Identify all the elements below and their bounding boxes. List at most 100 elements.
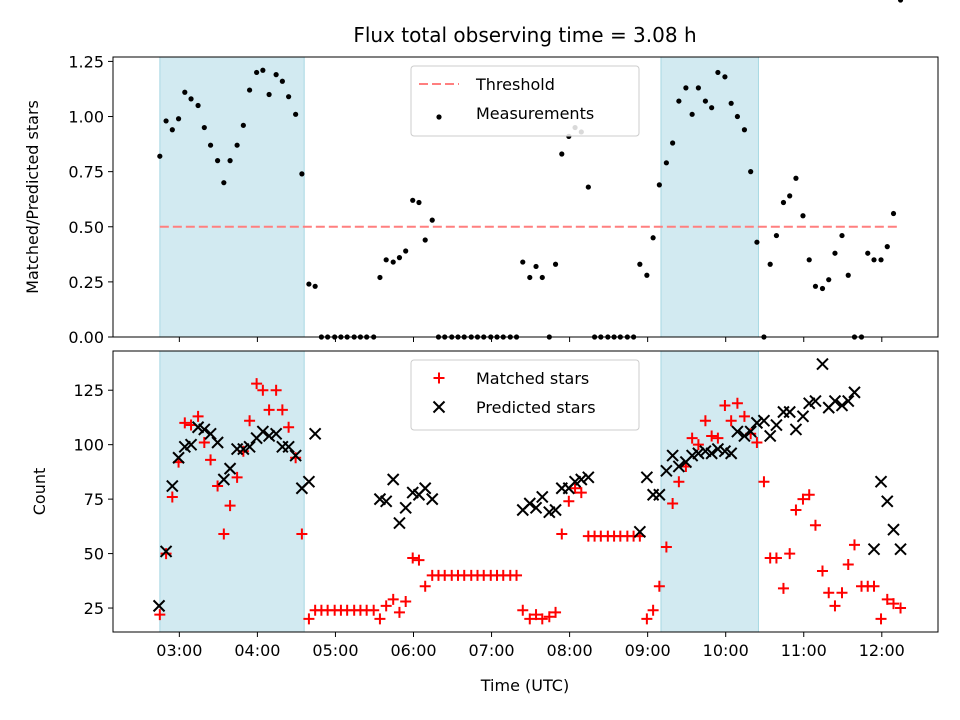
x-tick-label: 10:00 xyxy=(703,641,749,660)
predicted-star-point xyxy=(738,429,751,443)
measurement-point xyxy=(520,259,526,265)
predicted-star-point xyxy=(867,543,881,556)
measurement-point xyxy=(416,199,422,206)
matched-star-point xyxy=(166,491,178,503)
matched-star-point xyxy=(692,439,704,451)
ratio-x-ticks xyxy=(178,337,883,342)
measurement-point xyxy=(527,274,533,281)
measurement-point xyxy=(260,67,266,73)
matched-star-point xyxy=(380,600,392,612)
matched-star-point xyxy=(407,552,419,564)
matched-star-point xyxy=(224,500,236,512)
legend-entry-label: Matched stars xyxy=(476,369,589,388)
measurement-point xyxy=(845,272,851,278)
measurement-point xyxy=(293,111,299,117)
matched-star-point xyxy=(393,606,405,618)
measurement-point xyxy=(169,127,175,133)
measurement-point xyxy=(157,153,163,159)
measurement-point xyxy=(552,261,559,267)
count-legend: Matched stars Predicted stars xyxy=(410,359,640,431)
matched-star-point xyxy=(374,613,386,625)
matched-star-point xyxy=(641,613,653,625)
matched-star-point xyxy=(198,436,210,448)
y-tick-label: 75 xyxy=(84,490,104,509)
matched-star-point xyxy=(686,432,698,444)
ratio-panel: 0.00 0.25 0.50 0.75 1.00 1.25 Matched/Predict… xyxy=(23,0,939,347)
measurement-point xyxy=(214,158,221,164)
matched-star-point xyxy=(303,613,315,625)
measurement-point xyxy=(188,96,194,102)
predicted-star-point xyxy=(159,545,173,558)
measurement-point xyxy=(871,257,877,263)
matched-star-point xyxy=(836,587,848,599)
predicted-star-point xyxy=(289,449,302,462)
legend-entry-label: Threshold xyxy=(475,75,555,94)
matched-star-point xyxy=(231,471,243,483)
y-tick-label: 25 xyxy=(84,599,104,618)
measurement-point xyxy=(754,239,760,245)
matched-star-point xyxy=(712,432,724,444)
measurement-point xyxy=(819,285,826,292)
measurement-point xyxy=(656,182,662,188)
ratio-y-axis-label: Matched/Predicted stars xyxy=(23,100,42,294)
matched-star-point xyxy=(368,604,380,616)
measurement-point xyxy=(897,0,904,3)
predicted-star-point xyxy=(172,451,185,464)
predicted-star-point xyxy=(282,440,295,454)
measurement-point xyxy=(429,217,435,223)
matched-star-point xyxy=(530,609,542,621)
measurement-point xyxy=(390,259,396,265)
matched-star-point xyxy=(667,497,679,509)
predicted-star-point xyxy=(672,460,686,473)
count-y-axis-label: Count xyxy=(30,468,49,516)
x-tick-label: 11:00 xyxy=(781,641,827,660)
predicted-star-point xyxy=(379,495,393,508)
measurement-point xyxy=(396,255,403,261)
chart-title: Flux total observing time = 3.08 h xyxy=(353,23,696,47)
matched-star-point xyxy=(738,410,750,422)
predicted-star-point xyxy=(184,438,198,451)
measurement-point xyxy=(787,193,793,199)
shaded-interval xyxy=(159,56,305,338)
predicted-star-point xyxy=(302,475,316,488)
predicted-star-point xyxy=(874,475,888,488)
predicted-star-point xyxy=(418,482,432,495)
matched-star-point xyxy=(770,552,782,564)
measurement-point xyxy=(689,111,695,117)
matched-star-point xyxy=(790,504,802,516)
measurement-point xyxy=(240,122,246,128)
matched-star-point xyxy=(413,554,425,566)
predicted-star-point xyxy=(653,488,666,501)
ratio-panel-frame xyxy=(112,56,939,338)
matched-star-point xyxy=(550,606,562,618)
y-tick-label: 0.75 xyxy=(68,163,104,182)
matched-star-point xyxy=(270,384,282,396)
x-tick-label: 06:00 xyxy=(390,641,436,660)
measurement-point xyxy=(163,118,169,124)
predicted-star-point xyxy=(731,425,744,438)
ratio-legend: Threshold Measurements xyxy=(410,65,640,137)
matched-star-point xyxy=(848,539,860,551)
predicted-star-point xyxy=(166,479,179,493)
matched-star-point xyxy=(888,598,900,610)
measurement-point xyxy=(890,210,897,217)
predicted-star-point xyxy=(640,471,654,484)
matched-star-point xyxy=(218,528,230,540)
matched-star-point xyxy=(276,404,288,416)
measurement-point xyxy=(728,100,734,106)
ratio-y-axis: 0.00 0.25 0.50 0.75 1.00 1.25 xyxy=(68,52,113,347)
predicted-star-point xyxy=(828,394,842,408)
matched-star-point xyxy=(263,404,275,416)
matched-star-point xyxy=(569,482,581,494)
measurement-point xyxy=(884,244,890,250)
y-tick-label: 1.00 xyxy=(68,108,104,127)
legend-entry-label: Measurements xyxy=(476,104,594,123)
matched-star-point xyxy=(725,415,737,427)
predicted-star-point xyxy=(789,423,803,436)
matched-star-point xyxy=(803,489,815,501)
predicted-star-point xyxy=(582,471,595,484)
predicted-star-point xyxy=(523,497,537,510)
predicted-star-point xyxy=(243,440,256,454)
measurement-point xyxy=(286,94,292,100)
